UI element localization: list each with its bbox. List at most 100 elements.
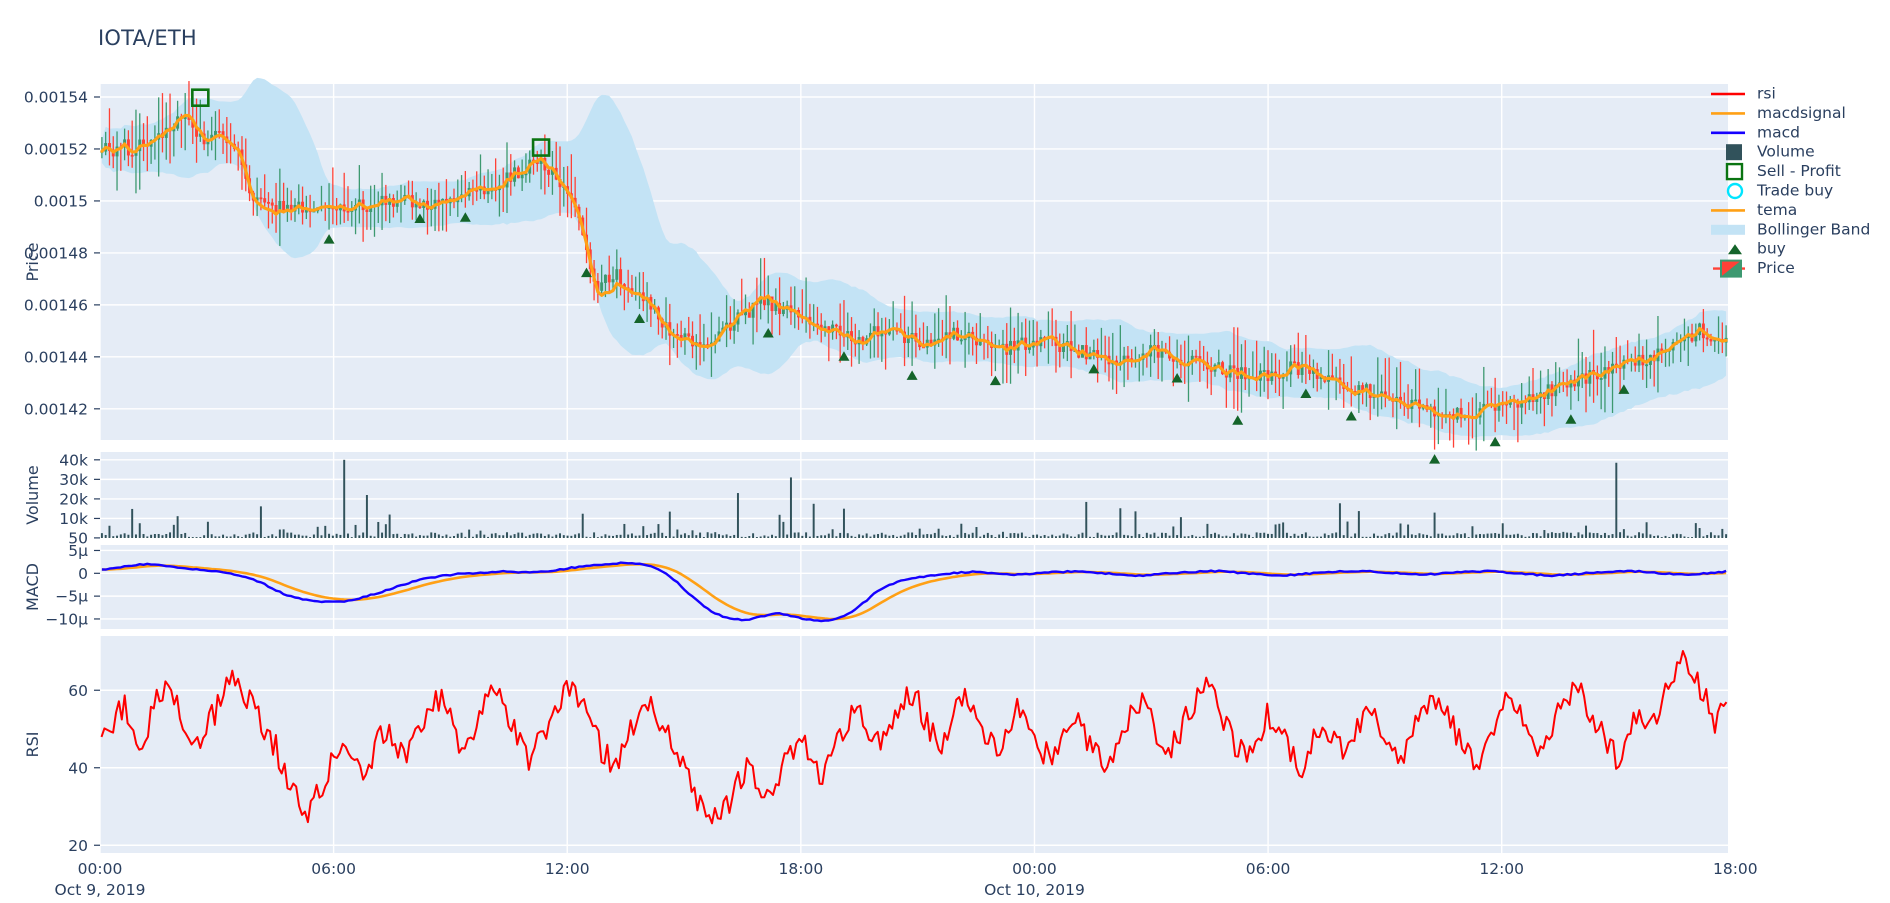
- volume-bar: [456, 533, 459, 538]
- buy-marker[interactable]: [1345, 411, 1357, 421]
- volume-bar: [1183, 536, 1186, 538]
- volume-bar: [1085, 501, 1088, 538]
- candle-body: [1160, 350, 1164, 358]
- candle-body: [1293, 361, 1296, 364]
- buy-marker[interactable]: [762, 328, 774, 338]
- volume-bar: [278, 529, 281, 538]
- volume-bar: [729, 535, 732, 538]
- candle-body: [1414, 399, 1418, 402]
- volume-bar: [725, 534, 728, 538]
- sell-profit-marker[interactable]: [191, 88, 210, 107]
- volume-bar: [1588, 532, 1591, 538]
- legend-label-buy[interactable]: buy: [1757, 240, 1786, 258]
- volume-bar: [1342, 535, 1345, 538]
- volume-bar: [808, 536, 811, 538]
- candle-body: [876, 326, 880, 337]
- candle-body: [607, 274, 611, 283]
- volume-bar: [195, 537, 198, 538]
- volume-bar: [786, 534, 789, 538]
- buy-marker[interactable]: [323, 234, 335, 244]
- buy-marker[interactable]: [1088, 363, 1100, 374]
- volume-bar: [714, 532, 717, 538]
- candle-body: [1262, 370, 1266, 372]
- legend-label-macd[interactable]: macd: [1757, 123, 1800, 141]
- volume-bar: [1505, 534, 1508, 538]
- volume-bar: [259, 506, 262, 538]
- volume-bar: [1047, 536, 1050, 538]
- candle-body: [906, 338, 910, 344]
- volume-bar: [646, 535, 649, 538]
- legend-label-bollinger-band[interactable]: Bollinger Band: [1757, 220, 1870, 238]
- volume-bar: [1513, 534, 1516, 538]
- volume-bar: [911, 532, 914, 538]
- volume-bar: [1497, 533, 1500, 538]
- volume-bar: [668, 511, 671, 538]
- volume-bar: [256, 534, 259, 538]
- volume-bar: [759, 536, 762, 538]
- volume-bar: [1308, 536, 1311, 538]
- candle-body: [130, 154, 134, 157]
- volume-bar: [1638, 532, 1641, 538]
- volume-bar: [1217, 534, 1220, 538]
- legend-label-macdsignal[interactable]: macdsignal: [1757, 104, 1846, 122]
- volume-bar: [347, 533, 349, 538]
- buy-marker[interactable]: [414, 213, 426, 224]
- volume-bar: [642, 526, 645, 538]
- volume-bar: [1077, 534, 1080, 538]
- volume-bar: [1634, 535, 1637, 538]
- volume-bar: [1024, 536, 1027, 538]
- volume-bar: [377, 521, 380, 538]
- buy-marker[interactable]: [1429, 454, 1441, 464]
- buy-marker[interactable]: [1618, 384, 1630, 394]
- volume-bar: [1672, 534, 1675, 538]
- volume-bar: [604, 534, 607, 538]
- volume-bar: [736, 493, 739, 538]
- volume-bar: [271, 534, 274, 538]
- legend-label-trade-buy[interactable]: Trade buy: [1756, 182, 1833, 200]
- volume-bar: [1721, 528, 1724, 538]
- volume-bar: [1195, 536, 1198, 538]
- ytick-price: 0.00152: [24, 140, 88, 158]
- xtick-1: 06:00: [311, 860, 356, 878]
- volume-bar: [824, 535, 827, 538]
- volume-bar: [964, 532, 967, 538]
- candle-body: [520, 174, 524, 179]
- buy-marker[interactable]: [989, 375, 1001, 386]
- volume-bar: [1255, 532, 1258, 538]
- volume-bar: [1115, 532, 1118, 538]
- volume-bar: [490, 533, 493, 538]
- volume-bar: [309, 537, 312, 538]
- volume-bar: [426, 535, 429, 538]
- buy-marker[interactable]: [1232, 415, 1244, 425]
- buy-marker[interactable]: [1489, 436, 1501, 447]
- legend-label-price[interactable]: Price: [1757, 259, 1795, 277]
- volume-bar: [441, 536, 444, 538]
- volume-bar: [899, 535, 902, 538]
- legend-swatch-price-half: [1721, 260, 1741, 277]
- volume-bar: [638, 535, 641, 538]
- buy-marker[interactable]: [459, 212, 471, 222]
- xtick-0: 00:00: [78, 860, 123, 878]
- buy-marker[interactable]: [581, 267, 593, 278]
- volume-bar: [1346, 521, 1349, 538]
- buy-marker[interactable]: [1171, 372, 1183, 383]
- volume-bar: [153, 534, 156, 538]
- volume-bar: [134, 534, 137, 538]
- volume-bar: [1467, 537, 1470, 538]
- sell-profit-marker[interactable]: [531, 138, 551, 157]
- volume-bar: [1365, 536, 1368, 538]
- legend-label-volume[interactable]: Volume: [1757, 143, 1815, 161]
- buy-marker[interactable]: [1300, 388, 1312, 399]
- buy-marker[interactable]: [634, 313, 646, 323]
- legend-label-rsi[interactable]: rsi: [1757, 85, 1776, 103]
- buy-marker[interactable]: [906, 370, 918, 380]
- legend-label-tema[interactable]: tema: [1757, 201, 1797, 219]
- volume-bar: [634, 535, 637, 538]
- buy-marker[interactable]: [838, 351, 850, 361]
- volume-bar: [1384, 534, 1387, 538]
- volume-bar: [706, 532, 709, 538]
- volume-bar: [805, 532, 808, 538]
- trade-markers: [191, 88, 1630, 464]
- legend-label-sell-profit[interactable]: Sell - Profit: [1757, 162, 1841, 180]
- buy-marker[interactable]: [1565, 414, 1577, 424]
